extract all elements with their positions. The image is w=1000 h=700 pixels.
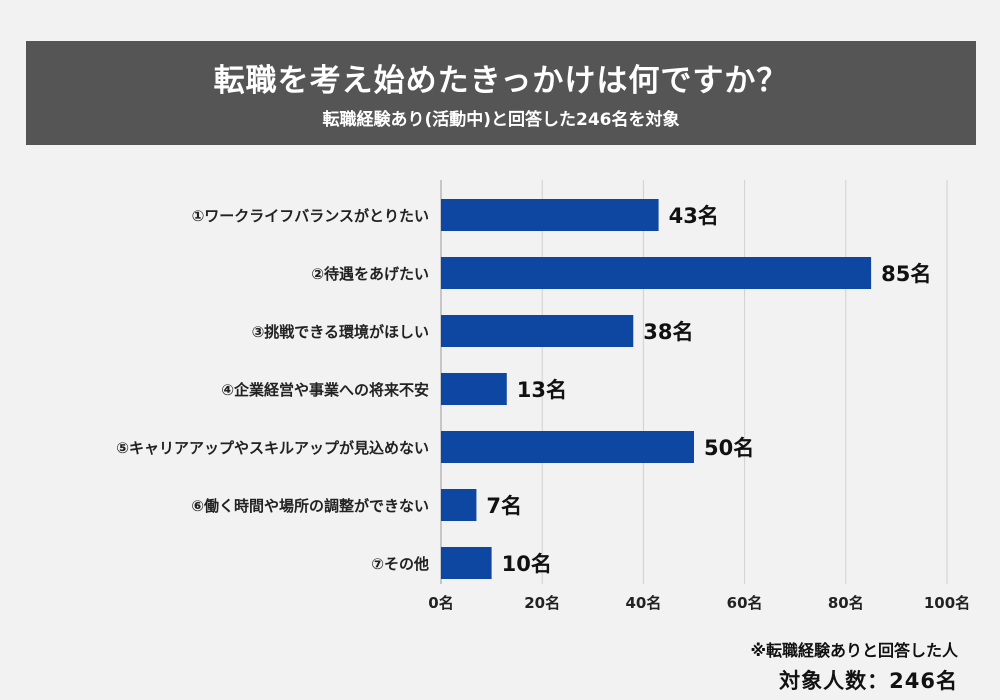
x-tick-label: 20名 [524,594,560,612]
category-label: ③挑戦できる環境がほしい [252,323,429,341]
category-label: ⑥働く時間や場所の調整ができない [191,497,429,515]
bar [441,199,659,231]
footnote-note: ※転職経験ありと回答した人 [750,641,958,660]
category-label: ②待遇をあげたい [311,265,429,283]
x-tick-label: 100名 [924,594,970,612]
bar [441,431,694,463]
value-label: 50名 [704,436,754,460]
value-label: 10名 [502,552,552,576]
value-label: 85名 [881,262,931,286]
bar [441,257,872,289]
category-label: ⑤キャリアアップやスキルアップが見込めない [116,439,429,457]
bar [441,315,634,347]
x-tick-label: 60名 [727,594,763,612]
value-label: 13名 [517,378,567,402]
bar [441,489,477,521]
bar [441,373,507,405]
value-label: 43名 [669,204,719,228]
chart-title: 転職を考え始めたきっかけは何ですか？ [213,63,789,99]
x-tick-label: 80名 [828,594,864,612]
category-label: ①ワークライフバランスがとりたい [192,207,429,225]
bar [441,547,492,579]
footnote: ※転職経験ありと回答した人 対象人数：246名 [750,637,958,695]
value-label: 38名 [643,320,693,344]
chart-header: 転職を考え始めたきっかけは何ですか？ 転職経験あり(活動中)と回答した246名を… [26,41,976,145]
x-tick-label: 40名 [625,594,661,612]
category-label: ④企業経営や事業への将来不安 [221,381,429,399]
x-tick-label: 0名 [428,594,453,612]
chart-subtitle: 転職経験あり(活動中)と回答した246名を対象 [322,110,680,130]
value-label: 7名 [486,494,522,518]
category-label: ⑦その他 [371,555,429,573]
footnote-total: 対象人数：246名 [779,669,958,693]
